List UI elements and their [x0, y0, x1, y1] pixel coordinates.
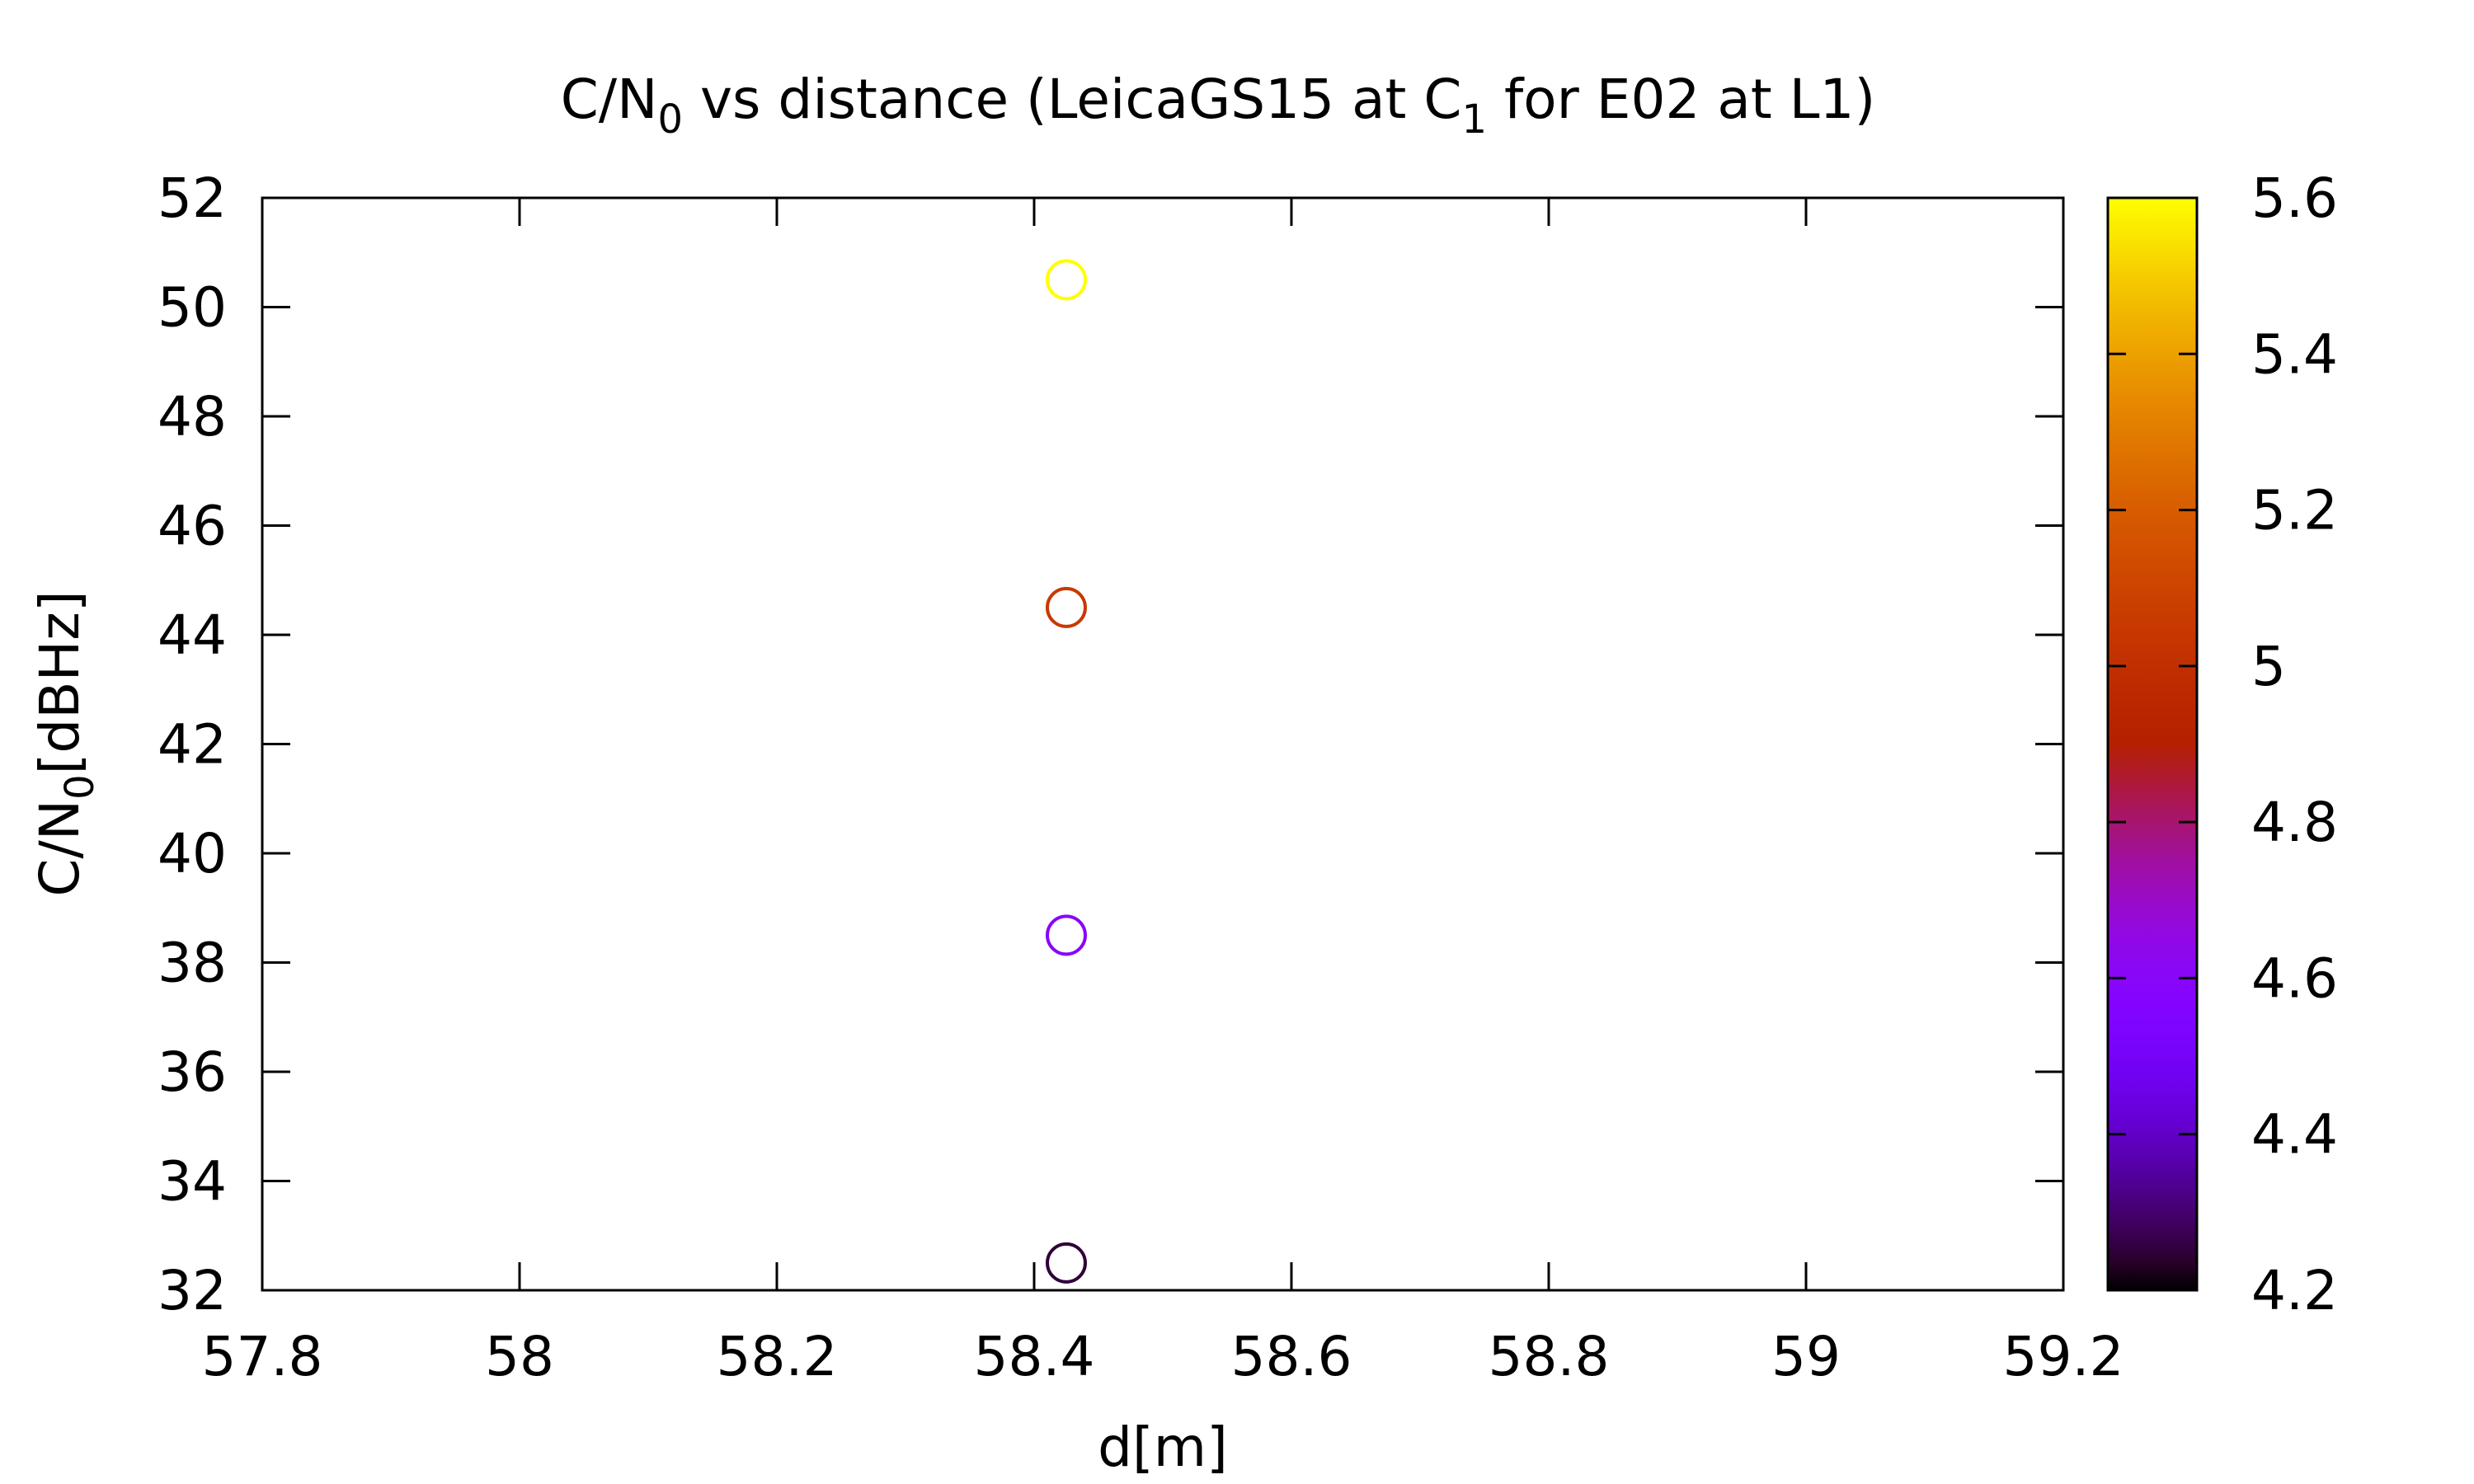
x-axis: 57.8 58 58.2 58.4 58.6 58.8 59 59.2 — [202, 198, 2124, 1388]
colorbar-tick-label: 4.2 — [2251, 1259, 2338, 1322]
y-axis-label: C/N0[dBHz] — [28, 590, 103, 896]
data-point — [1046, 259, 1087, 301]
y-axis: 32 34 36 38 40 42 44 46 48 50 52 — [158, 167, 2063, 1322]
x-tick-label: 57.8 — [202, 1325, 323, 1388]
data-point — [1046, 914, 1087, 956]
colorbar-tick-label: 5.6 — [2251, 167, 2338, 230]
x-tick-label: 58.2 — [717, 1325, 838, 1388]
colorbar-tick-label: 5 — [2251, 635, 2286, 698]
y-tick-label: 52 — [158, 167, 227, 230]
y-tick-label: 34 — [158, 1150, 227, 1214]
y-tick-label: 48 — [158, 385, 227, 448]
x-tick-label: 59 — [1771, 1325, 1841, 1388]
x-tick-label: 58.4 — [974, 1325, 1095, 1388]
y-tick-label: 50 — [158, 276, 227, 340]
data-points — [1046, 259, 1087, 1284]
x-axis-label: d[m] — [1098, 1416, 1228, 1479]
chart-title: C/N0 vs distance (LeicaGS15 at C1 for E0… — [561, 68, 1875, 143]
y-tick-label: 36 — [158, 1040, 227, 1104]
data-point — [1046, 586, 1087, 628]
colorbar — [2106, 196, 2199, 1292]
x-tick-label: 58 — [485, 1325, 554, 1388]
x-tick-label: 58.6 — [1231, 1325, 1352, 1388]
y-tick-label: 46 — [158, 495, 227, 558]
y-tick-label: 44 — [158, 603, 227, 667]
x-tick-label: 58.8 — [1489, 1325, 1610, 1388]
data-point — [1046, 1242, 1087, 1284]
colorbar-tick-label: 4.8 — [2251, 791, 2338, 854]
y-tick-label: 40 — [158, 822, 227, 885]
colorbar-tick-label: 4.6 — [2251, 946, 2338, 1010]
y-tick-label: 38 — [158, 932, 227, 995]
y-tick-label: 32 — [158, 1259, 227, 1322]
colorbar-tick-label: 5.2 — [2251, 479, 2338, 542]
colorbar-axis: 4.2 4.4 4.6 4.8 5 5.2 5.4 5.6 — [2108, 167, 2338, 1322]
x-tick-label: 59.2 — [2003, 1325, 2124, 1388]
y-tick-label: 42 — [158, 713, 227, 777]
plot-frame — [261, 196, 2065, 1292]
colorbar-tick-label: 5.4 — [2251, 322, 2338, 386]
colorbar-tick-label: 4.4 — [2251, 1103, 2338, 1167]
